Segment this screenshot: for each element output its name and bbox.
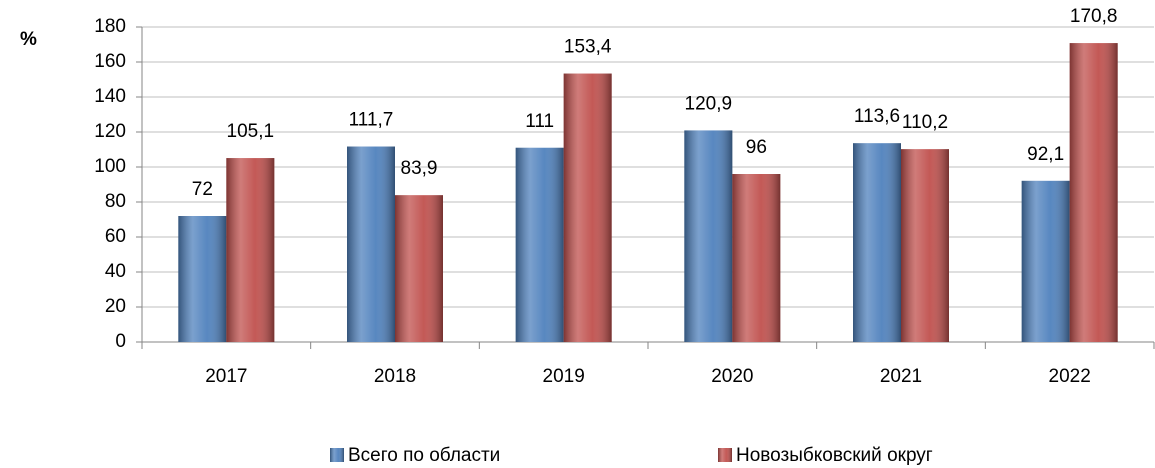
value-label: 96	[746, 137, 767, 158]
value-label: 111	[525, 111, 554, 132]
y-tick-label: 120	[94, 121, 126, 142]
bar-shade	[226, 158, 275, 342]
value-label: 120,9	[685, 93, 733, 114]
bar-shade	[1021, 180, 1070, 342]
bar-shade	[853, 143, 901, 342]
x-tick-label: 2022	[1049, 366, 1091, 387]
value-label: 113,6	[854, 106, 900, 127]
y-axis-label: %	[20, 29, 37, 50]
legend-label: Новозыбковский округ	[736, 445, 933, 466]
bar-shade	[563, 73, 612, 343]
value-label: 110,2	[902, 112, 948, 133]
value-label: 111,7	[349, 110, 394, 131]
bar-shade	[347, 146, 395, 342]
x-tick-label: 2019	[543, 366, 585, 387]
bar-shade	[515, 147, 564, 342]
y-tick-label: 140	[94, 86, 126, 107]
legend-swatch-shade	[718, 448, 732, 462]
value-label: 92,1	[1027, 144, 1064, 165]
y-tick-label: 100	[94, 156, 126, 177]
bar-shade	[732, 174, 781, 342]
legend-swatch-shade	[330, 448, 344, 462]
y-tick-label: 80	[105, 191, 126, 212]
bar-shade	[178, 216, 227, 342]
y-tick-label: 160	[94, 51, 126, 72]
value-label: 83,9	[401, 158, 438, 179]
value-label: 105,1	[227, 121, 275, 142]
y-tick-label: 20	[105, 296, 126, 317]
x-tick-label: 2020	[711, 366, 753, 387]
value-label: 153,4	[564, 37, 612, 58]
y-tick-label: 40	[105, 261, 126, 282]
value-label: 170,8	[1070, 6, 1118, 27]
y-tick-label: 0	[115, 331, 126, 352]
x-tick-label: 2017	[205, 366, 247, 387]
bar-shade	[1069, 43, 1118, 342]
bar-shade	[395, 195, 443, 342]
bar-shade	[684, 130, 733, 342]
bar-shade	[901, 149, 949, 342]
x-tick-label: 2018	[374, 366, 416, 387]
x-tick-label: 2021	[880, 366, 922, 387]
value-label: 72	[192, 179, 213, 200]
y-tick-label: 180	[94, 16, 126, 37]
y-tick-label: 60	[105, 226, 126, 247]
legend-label: Всего по области	[348, 445, 500, 466]
